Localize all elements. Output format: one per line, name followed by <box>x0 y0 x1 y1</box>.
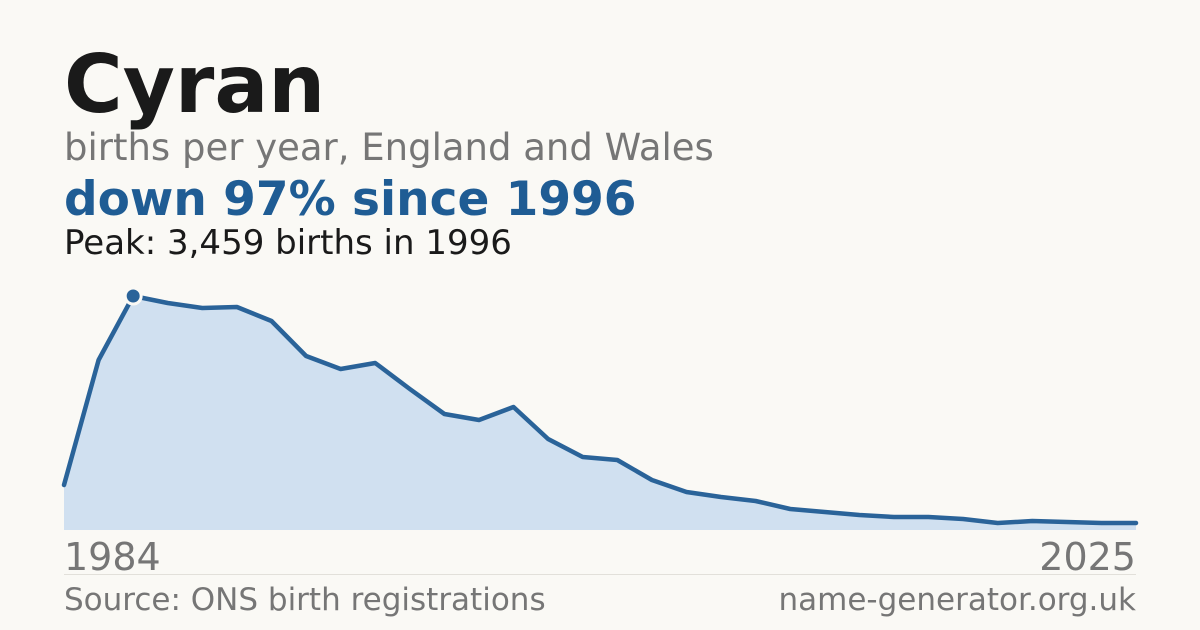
peak-note: Peak: 3,459 births in 1996 <box>64 223 512 263</box>
area <box>64 296 1136 530</box>
plot-area <box>61 286 1139 530</box>
x-tick-label: 2025 <box>1039 535 1136 579</box>
chart-subtitle: births per year, England and Wales <box>64 126 714 169</box>
source: Source: ONS birth registrations <box>64 582 546 618</box>
annotation: down 97% since 1996 <box>64 172 637 227</box>
peak-marker <box>123 286 143 306</box>
line <box>61 293 1139 526</box>
chart-title: Cyran <box>64 38 325 131</box>
site: name-generator.org.uk <box>779 582 1137 618</box>
x-tick-label: 1984 <box>64 535 161 579</box>
